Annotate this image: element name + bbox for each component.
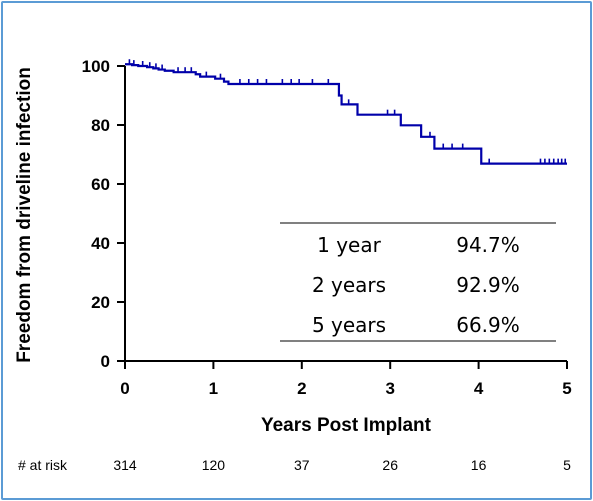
at-risk-count: 16 — [471, 457, 487, 473]
at-risk-label: # at risk — [18, 457, 68, 473]
survival-curve — [125, 63, 567, 165]
y-axis-title: Freedom from driveline infection — [14, 67, 35, 363]
x-axis-title: Years Post Implant — [261, 415, 432, 436]
x-tick-label: 1 — [209, 379, 218, 398]
y-tick-label: 80 — [91, 116, 110, 135]
y-tick-label: 40 — [91, 234, 110, 253]
survival-step-line — [125, 63, 567, 165]
at-risk-count: 120 — [202, 457, 226, 473]
table-value: 94.7% — [456, 233, 520, 257]
at-risk-count: 5 — [563, 457, 571, 473]
axes — [117, 65, 568, 369]
at-risk-count: 37 — [294, 457, 310, 473]
at-risk-row: # at risk 314 120 37 26 16 5 — [18, 457, 571, 473]
censor-marks — [128, 59, 567, 164]
at-risk-count: 26 — [382, 457, 398, 473]
x-tick-label: 4 — [474, 379, 484, 398]
table-value: 92.9% — [456, 273, 520, 297]
table-period: 5 years — [312, 313, 386, 337]
x-tick-label: 0 — [120, 379, 129, 398]
tick-labels: 0 1 2 3 4 5 0 20 40 60 80 100 — [82, 57, 572, 398]
table-period: 2 years — [312, 273, 386, 297]
x-tick-label: 2 — [297, 379, 306, 398]
y-tick-label: 100 — [82, 57, 110, 76]
table-period: 1 year — [317, 233, 381, 257]
y-tick-label: 0 — [101, 352, 110, 371]
y-tick-label: 60 — [91, 175, 110, 194]
y-tick-label: 20 — [91, 293, 110, 312]
at-risk-count: 314 — [113, 457, 137, 473]
summary-table: 1 year 94.7% 2 years 92.9% 5 years 66.9% — [280, 222, 556, 342]
x-tick-label: 3 — [385, 379, 394, 398]
table-value: 66.9% — [456, 313, 520, 337]
x-tick-label: 5 — [562, 379, 571, 398]
